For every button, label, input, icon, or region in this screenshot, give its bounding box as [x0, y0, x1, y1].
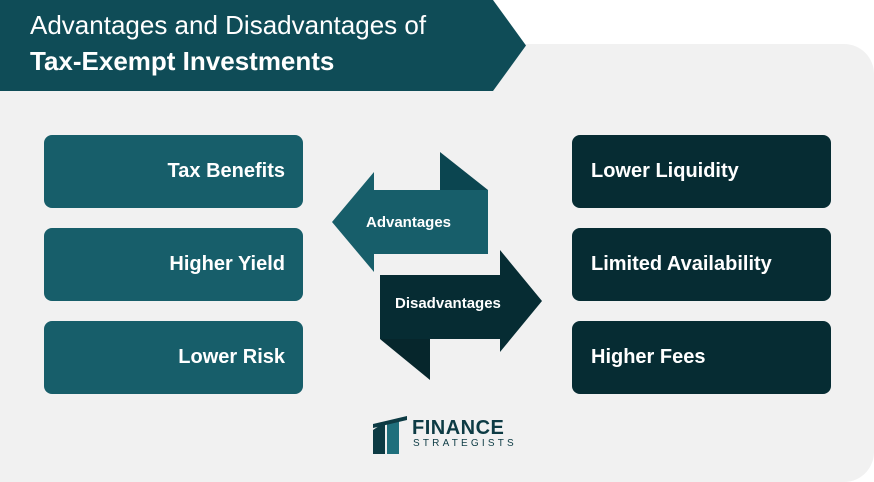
exchange-arrows	[332, 152, 542, 380]
title-line-1: Advantages and Disadvantages of	[30, 10, 427, 40]
disadvantage-box-limited-availability: Limited Availability	[572, 228, 831, 301]
title-line-2: Tax-Exempt Investments	[30, 46, 335, 76]
disadvantage-box-lower-liquidity: Lower Liquidity	[572, 135, 831, 208]
logo-wordmark: FINANCE	[412, 417, 505, 439]
disadvantage-label: Limited Availability	[591, 253, 772, 275]
logo-subtitle: STRATEGISTS	[413, 438, 517, 449]
disadvantage-arrow-fold	[380, 339, 430, 380]
advantage-label: Tax Benefits	[167, 160, 285, 182]
finance-strategists-logo-icon	[373, 416, 407, 454]
advantage-arrow	[332, 172, 488, 272]
disadvantage-arrow	[380, 250, 542, 352]
advantage-arrow-fold	[440, 152, 488, 190]
disadvantage-label: Higher Fees	[591, 346, 706, 368]
disadvantage-label: Lower Liquidity	[591, 160, 739, 182]
disadvantages-arrow-label: Disadvantages	[395, 295, 501, 312]
advantages-arrow-label: Advantages	[366, 214, 452, 231]
disadvantage-box-higher-fees: Higher Fees	[572, 321, 831, 394]
title-banner	[0, 0, 526, 91]
advantage-box-higher-yield: Higher Yield	[44, 228, 303, 301]
advantage-box-tax-benefits: Tax Benefits	[44, 135, 303, 208]
advantage-label: Lower Risk	[178, 346, 285, 368]
advantage-box-lower-risk: Lower Risk	[44, 321, 303, 394]
advantage-label: Higher Yield	[169, 253, 285, 275]
